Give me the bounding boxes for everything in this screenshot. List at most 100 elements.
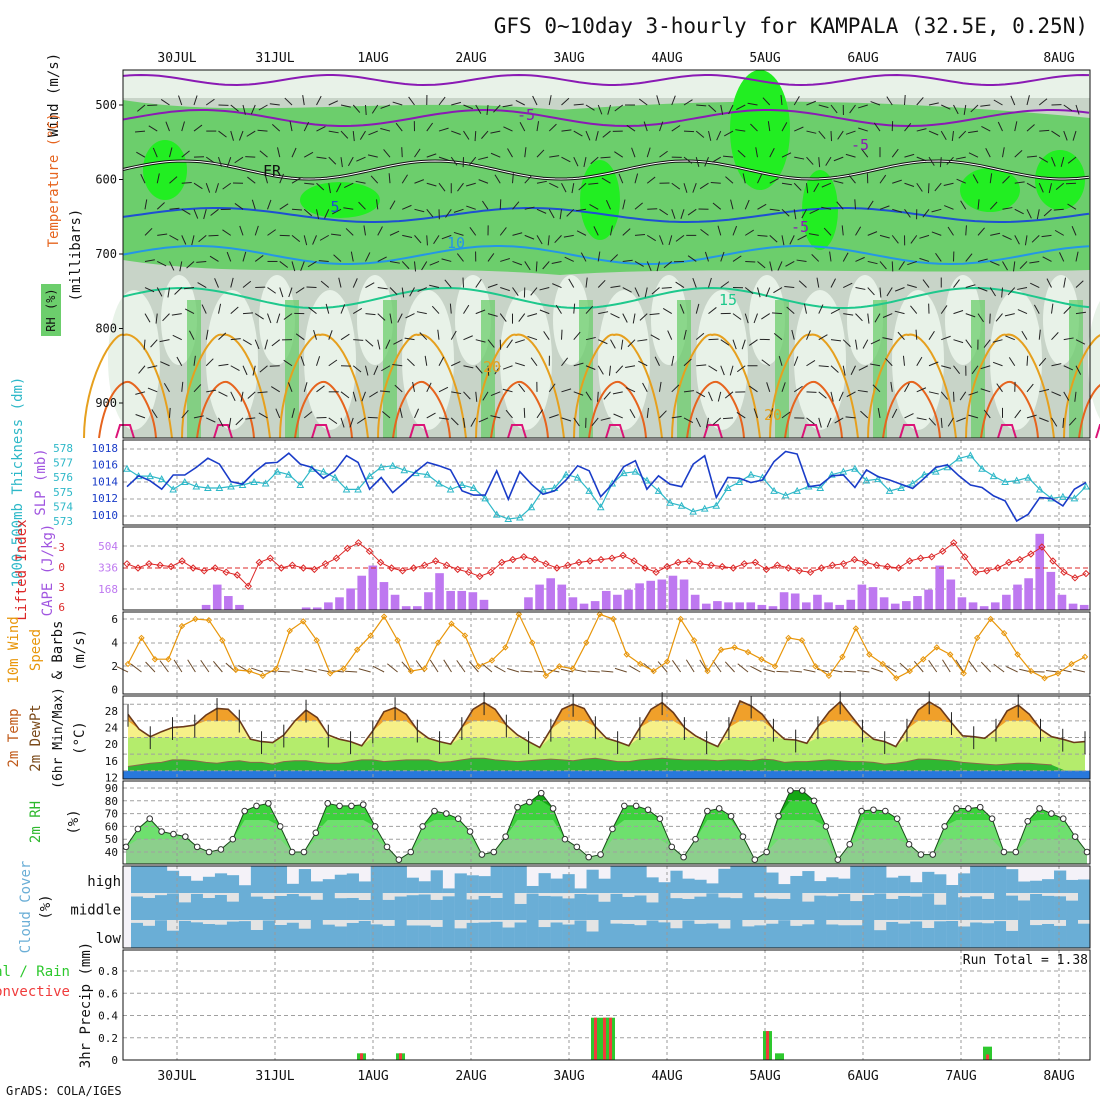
- wind-barb: [230, 365, 240, 372]
- wind-barb: [401, 147, 403, 158]
- wind-barb: [916, 182, 923, 192]
- cloud-gap: [898, 893, 911, 896]
- lifted-index-point: [1060, 568, 1068, 576]
- wind-barb: [463, 130, 470, 140]
- thickness-point: [931, 467, 940, 475]
- dewpt-axis-label: 2m DewPt: [28, 704, 44, 771]
- wind-barb: [527, 335, 538, 341]
- wind-barb: [548, 95, 552, 106]
- wind-barb: [441, 234, 452, 240]
- wind-barb: [848, 175, 856, 184]
- wind-barb: [275, 408, 281, 419]
- cloud-gap: [586, 920, 599, 932]
- wind-barb: [438, 356, 445, 366]
- cape-bar: [890, 603, 900, 610]
- rh-point: [751, 856, 759, 863]
- cloud-bar: [982, 923, 995, 948]
- wind-barb: [242, 280, 252, 288]
- wind-speed-point: [920, 656, 927, 663]
- temp-line: [127, 699, 1086, 749]
- date-label-top: 1AUG: [357, 51, 388, 66]
- wind-barb: [786, 306, 795, 314]
- wind-barb: [426, 182, 437, 187]
- wind-10m-barb: [628, 665, 641, 673]
- wind-speed-point: [421, 665, 428, 672]
- cloud-gap: [154, 893, 168, 896]
- wind-barb: [193, 384, 202, 393]
- rh-point: [371, 823, 379, 830]
- wind-barb: [264, 173, 268, 184]
- wind-barb: [762, 97, 771, 106]
- wind-barb: [393, 339, 403, 345]
- wind-barb: [712, 202, 722, 210]
- panel-frame: [122, 695, 1091, 780]
- cape-bar: [1079, 604, 1089, 610]
- wind-barb: [500, 287, 510, 292]
- wind-barb: [724, 391, 734, 399]
- wind-barb: [696, 391, 706, 398]
- wind-barb: [696, 104, 707, 107]
- wind-barb: [193, 355, 196, 366]
- wind-barb: [1002, 234, 1012, 241]
- rh-point: [941, 823, 948, 830]
- rh-dry-patch: [206, 290, 258, 430]
- contour-25: [98, 380, 157, 439]
- wind-barb: [781, 208, 790, 217]
- wind-barb: [214, 278, 219, 288]
- wind-barb: [959, 391, 967, 401]
- wind-speed-point: [219, 637, 226, 644]
- wind-barb: [408, 96, 415, 106]
- wind-barb: [855, 226, 862, 236]
- lifted-index-point: [134, 564, 142, 572]
- wind-barb: [729, 365, 734, 376]
- cape-bar: [735, 602, 744, 610]
- wind-barb: [1030, 282, 1040, 288]
- wind-barb: [358, 201, 366, 210]
- wind-barb: [793, 209, 797, 220]
- wind-barb: [573, 130, 583, 137]
- wind-barb: [475, 391, 478, 402]
- wind-tick: 0: [111, 684, 118, 697]
- wind-barb: [176, 356, 183, 366]
- wind-barb: [210, 208, 219, 216]
- wind-barb: [463, 417, 466, 428]
- wind-barb: [453, 208, 464, 213]
- cloud-bar: [922, 871, 935, 893]
- thickness-point: [157, 475, 166, 483]
- wind-10m-barb: [750, 665, 762, 673]
- wind-axis-label-3: & Barbs: [50, 620, 66, 679]
- wind-barb: [1063, 365, 1074, 371]
- wind-barb: [955, 156, 966, 160]
- cloud-gap: [598, 893, 611, 902]
- wind-10m-barb: [763, 668, 776, 673]
- wind-barb: [637, 339, 648, 342]
- wind-barb: [585, 336, 596, 341]
- cloud-bar: [514, 866, 527, 893]
- wind-barb: [585, 104, 595, 111]
- cloud-gap: [442, 893, 455, 897]
- cape-bar: [946, 579, 956, 610]
- wind-barb: [578, 182, 587, 191]
- wind-barb: [728, 104, 734, 115]
- wind-barb: [291, 208, 303, 211]
- wind-barb: [136, 151, 146, 158]
- date-label-top: 4AUG: [651, 51, 682, 66]
- thickness-point: [827, 470, 836, 478]
- temp-tick: 28: [105, 705, 118, 718]
- cloud-bar: [382, 899, 395, 920]
- wind-barb: [941, 104, 951, 110]
- cloud-bar: [310, 920, 323, 948]
- cloud-bar: [250, 929, 264, 948]
- wind-barb: [193, 182, 203, 190]
- cloud-gap: [694, 893, 707, 897]
- rh-point: [217, 846, 225, 853]
- cape-bar: [368, 565, 378, 610]
- wind-barb: [643, 121, 648, 132]
- wind-barb: [426, 235, 428, 246]
- cloud-bar: [406, 895, 419, 920]
- rh-point: [134, 825, 142, 833]
- wind-speed-point: [771, 663, 779, 670]
- cloud-gap: [910, 920, 923, 922]
- wind-10m-barb: [560, 668, 573, 673]
- wind-barb: [303, 411, 313, 419]
